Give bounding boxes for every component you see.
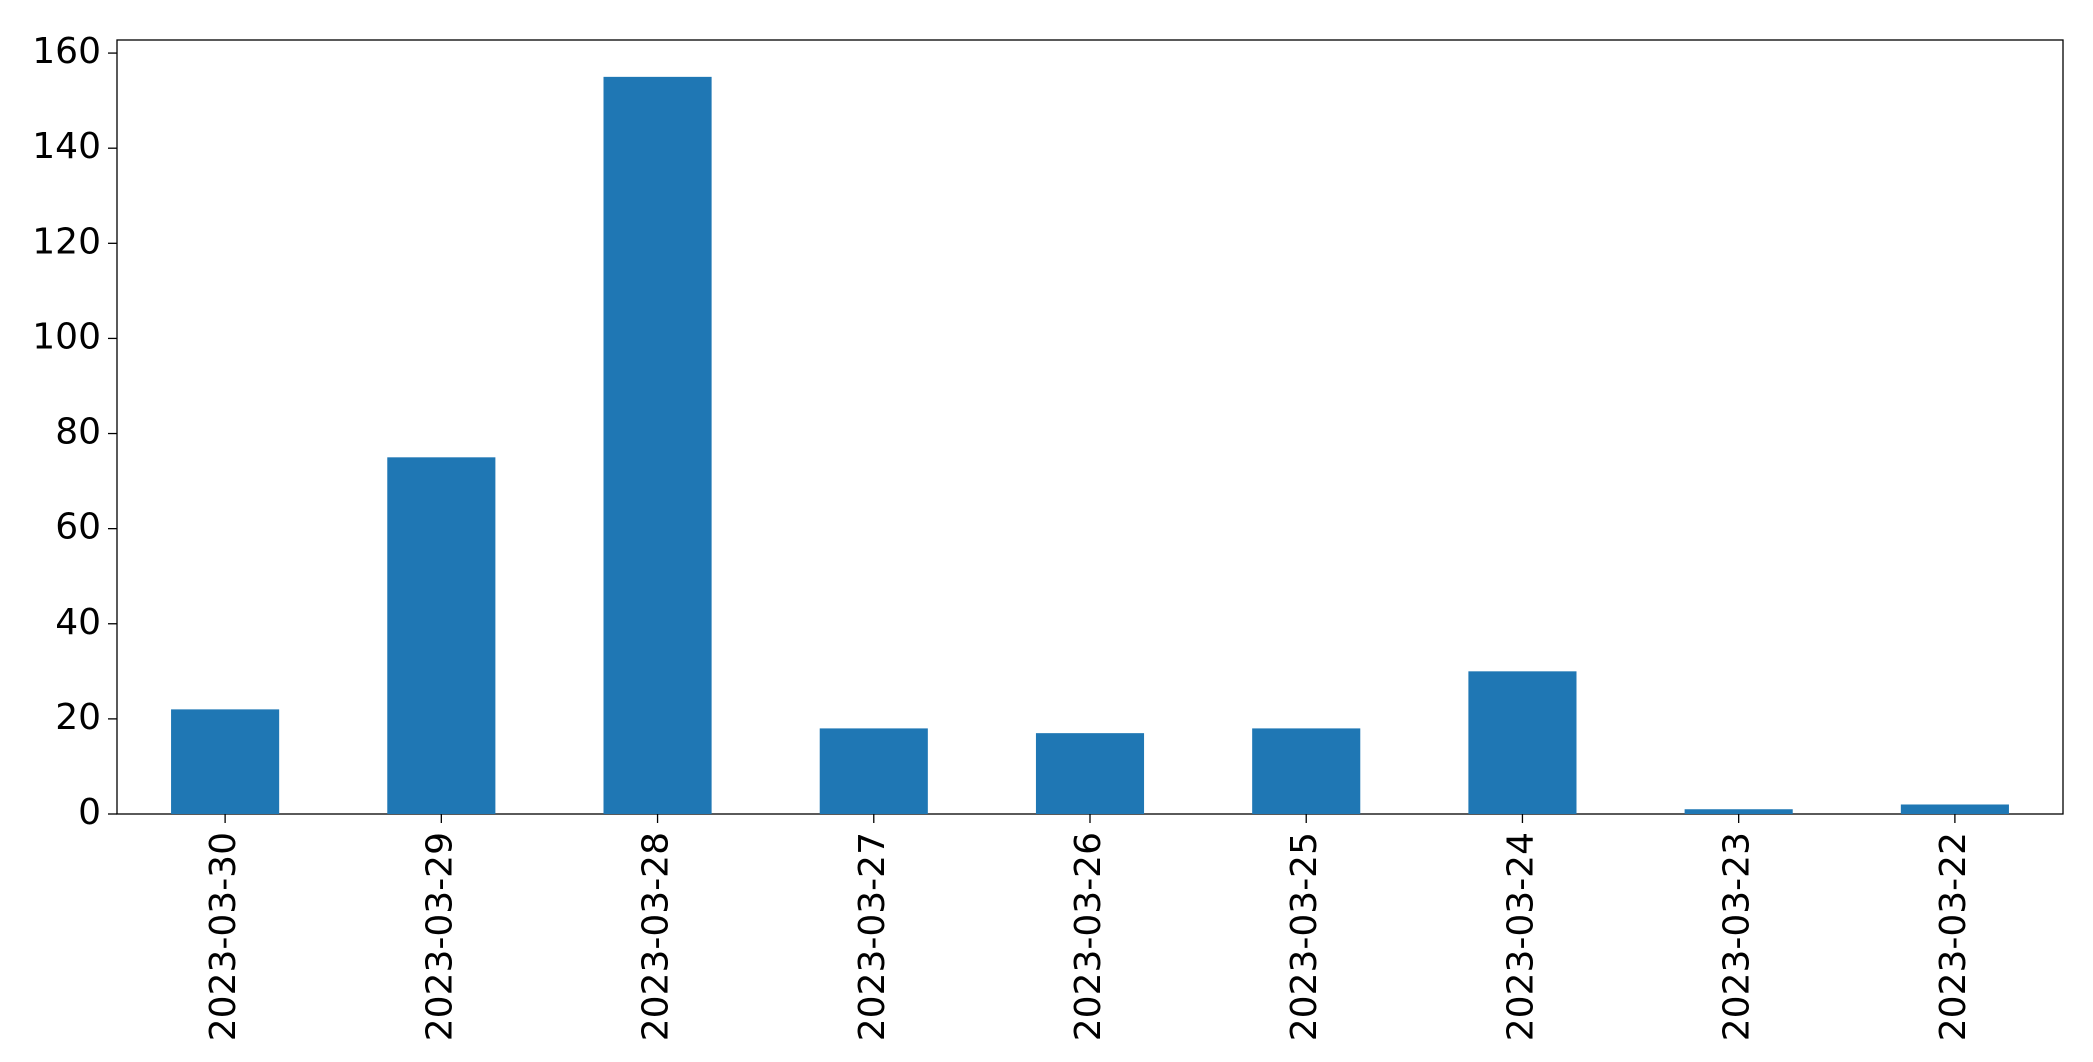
y-tick-label: 60 (55, 507, 101, 548)
y-tick-label: 0 (78, 792, 101, 833)
x-tick-label: 2023-03-23 (1717, 832, 1758, 1041)
bar (819, 728, 928, 814)
x-tick-label: 2023-03-30 (203, 832, 244, 1041)
x-tick-label: 2023-03-22 (1933, 832, 1974, 1041)
bar (1252, 728, 1361, 814)
x-tick-label: 2023-03-27 (852, 832, 893, 1041)
bar (1900, 804, 2009, 814)
y-tick-label: 80 (55, 412, 101, 453)
y-tick-label: 140 (32, 126, 101, 167)
x-tick-label: 2023-03-28 (636, 832, 677, 1041)
bar (171, 709, 280, 814)
x-tick-label: 2023-03-24 (1500, 832, 1541, 1041)
y-tick-label: 20 (55, 697, 101, 738)
bar (603, 76, 712, 815)
y-tick-label: 40 (55, 602, 101, 643)
y-tick-label: 120 (32, 221, 101, 262)
bar (1684, 809, 1793, 814)
x-tick-label: 2023-03-29 (419, 832, 460, 1041)
bar (1035, 733, 1145, 814)
x-tick-label: 2023-03-25 (1284, 832, 1325, 1041)
y-tick-label: 160 (32, 31, 101, 72)
y-tick-label: 100 (32, 316, 101, 357)
x-tick-label: 2023-03-26 (1068, 832, 1109, 1041)
bar (1468, 671, 1577, 814)
bar (387, 457, 496, 814)
